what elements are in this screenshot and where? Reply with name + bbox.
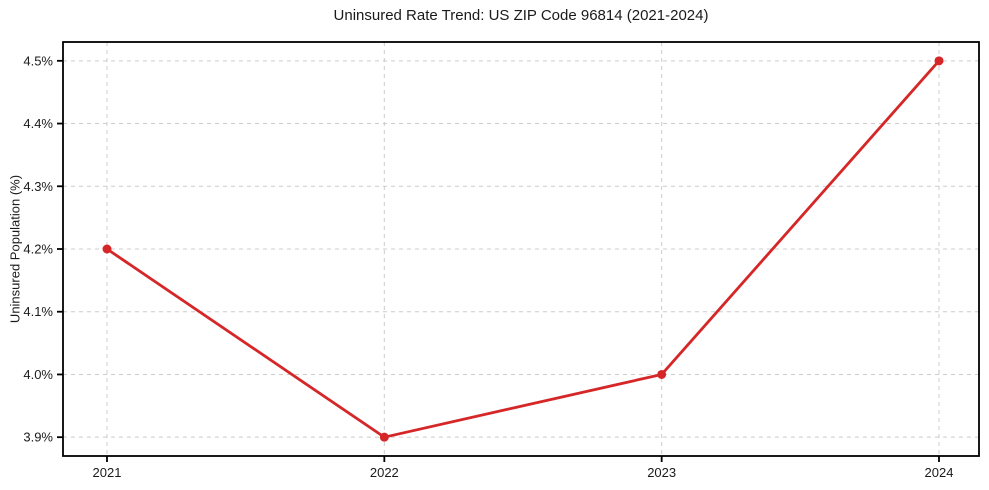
y-tick-label: 4.5% [23, 53, 53, 68]
y-tick-label: 4.2% [23, 242, 53, 257]
x-tick-label: 2023 [647, 465, 676, 480]
y-tick-label: 4.3% [23, 179, 53, 194]
trend-line [105, 59, 941, 439]
chart-title: Uninsured Rate Trend: US ZIP Code 96814 … [333, 7, 709, 24]
data-point [102, 244, 112, 254]
y-axis-label: Uninsured Population (%) [7, 174, 23, 324]
data-point [934, 56, 944, 66]
y-tick-label: 4.1% [23, 304, 53, 319]
data-point [657, 369, 667, 379]
x-tick-label: 2021 [93, 465, 122, 480]
x-tick-label: 2024 [925, 465, 954, 480]
y-tick-label: 4.0% [23, 367, 53, 382]
y-tick-label: 4.4% [23, 116, 53, 131]
x-tick-label: 2022 [370, 465, 399, 480]
data-point [379, 432, 389, 442]
y-tick-label: 3.9% [23, 430, 53, 445]
